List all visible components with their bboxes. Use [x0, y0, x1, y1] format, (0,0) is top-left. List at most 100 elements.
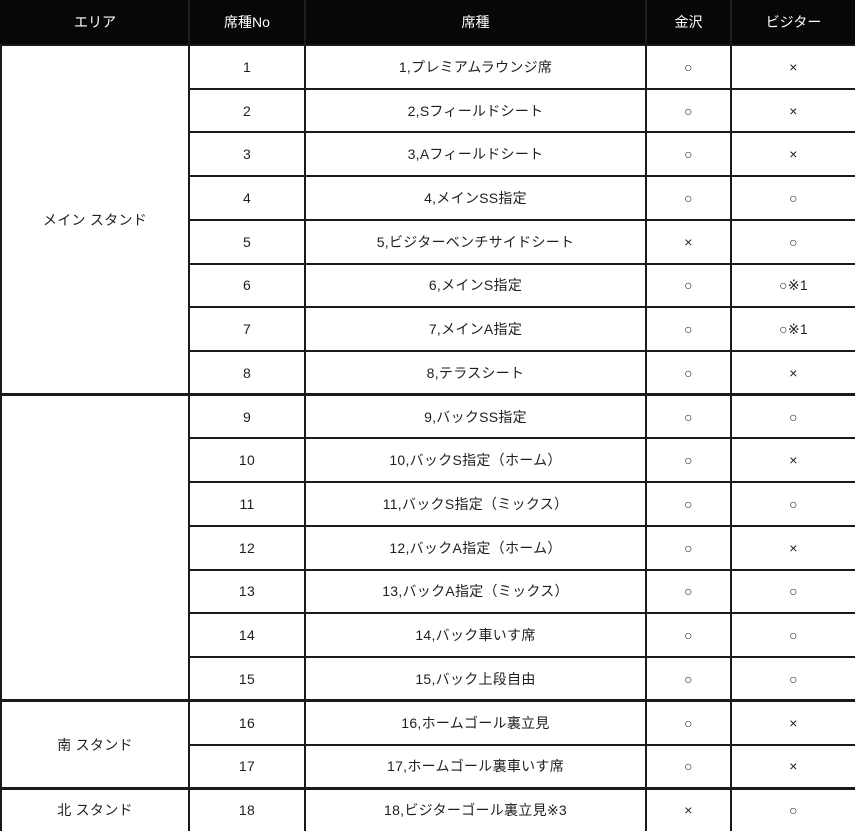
- table-row: 3 3,Aフィールドシート ○ ×: [1, 131, 855, 178]
- seat-no-cell: 13: [188, 568, 306, 615]
- kanazawa-availability-cell: ○: [645, 656, 732, 702]
- seat-name-cell: 17,ホームゴール裏車いす席: [304, 743, 647, 790]
- seat-name-cell: 16,ホームゴール裏立見: [304, 699, 647, 746]
- seat-no-cell: 10: [188, 437, 306, 484]
- table-row: 14 14,バック車いす席 ○ ○: [1, 612, 855, 659]
- seat-name-cell: 18,ビジターゴール裏立見※3: [304, 786, 647, 831]
- table-row: 10 10,バックS指定（ホーム） ○ ×: [1, 437, 855, 484]
- seat-name-cell: 12,バックA指定（ホーム）: [304, 524, 647, 571]
- table-row: 12 12,バックA指定（ホーム） ○ ×: [1, 524, 855, 571]
- kanazawa-availability-cell: ○: [645, 131, 732, 178]
- kanazawa-availability-cell: ○: [645, 262, 732, 309]
- table-row: 9 9,バックSS指定 ○ ○: [0, 393, 855, 702]
- kanazawa-availability-cell: ○: [645, 87, 732, 134]
- seat-no-cell: 15: [188, 656, 306, 702]
- visitor-availability-cell: ○: [730, 786, 855, 831]
- seat-name-cell: 6,メインS指定: [304, 262, 647, 309]
- seat-no-cell: 7: [188, 306, 306, 353]
- kanazawa-availability-cell: ○: [645, 175, 732, 221]
- kanazawa-availability-cell: ○: [645, 699, 732, 746]
- table-row: 11 11,バックS指定（ミックス） ○ ○: [1, 481, 855, 527]
- seat-no-cell: 17: [188, 743, 306, 790]
- table-row: 15 15,バック上段自由 ○ ○: [1, 656, 855, 702]
- seat-no-cell: 5: [188, 218, 306, 265]
- seat-name-cell: 3,Aフィールドシート: [304, 131, 647, 178]
- visitor-availability-cell: ×: [730, 44, 855, 90]
- column-header-area: エリア: [0, 0, 190, 46]
- seat-no-cell: 8: [188, 350, 306, 396]
- visitor-availability-cell: ○: [730, 656, 855, 702]
- table-header: エリア 席種No 席種 金沢 ビジター: [0, 0, 855, 46]
- header-row: エリア 席種No 席種 金沢 ビジター: [0, 0, 855, 46]
- column-header-visitor: ビジター: [730, 0, 855, 46]
- table-row: 北 スタンド 18 18,ビジターゴール裏立見※3 × ○: [0, 786, 855, 831]
- kanazawa-availability-cell: ○: [645, 612, 732, 659]
- seat-name-cell: 15,バック上段自由: [304, 656, 647, 702]
- seat-no-cell: 6: [188, 262, 306, 309]
- seat-name-cell: 9,バックSS指定: [304, 393, 647, 440]
- visitor-availability-cell: ×: [730, 131, 855, 178]
- kanazawa-availability-cell: ×: [645, 218, 732, 265]
- visitor-availability-cell: ○: [730, 393, 855, 440]
- column-header-seat-no: 席種No: [188, 0, 306, 46]
- kanazawa-availability-cell: ○: [645, 568, 732, 615]
- seat-name-cell: 14,バック車いす席: [304, 612, 647, 659]
- table-row: 5 5,ビジターベンチサイドシート × ○: [1, 218, 855, 265]
- seat-name-cell: 13,バックA指定（ミックス）: [304, 568, 647, 615]
- seat-no-cell: 11: [188, 481, 306, 527]
- kanazawa-availability-cell: ○: [645, 393, 732, 440]
- table-row: 2 2,Sフィールドシート ○ ×: [1, 87, 855, 134]
- seat-name-cell: 5,ビジターベンチサイドシート: [304, 218, 647, 265]
- seat-no-cell: 14: [188, 612, 306, 659]
- seat-name-cell: 4,メインSS指定: [304, 175, 647, 221]
- seat-no-cell: 18: [188, 786, 306, 831]
- table-body: メイン スタンド 1 1,プレミアムラウンジ席 ○ × 2 2,Sフィールドシート ○ × 3 3,…: [0, 44, 855, 831]
- kanazawa-availability-cell: ○: [645, 437, 732, 484]
- area-cell: 北 スタンド: [0, 786, 190, 831]
- seat-no-cell: 12: [188, 524, 306, 571]
- visitor-availability-cell: ○: [730, 218, 855, 265]
- table-row: 6 6,メインS指定 ○ ○※1: [1, 262, 855, 309]
- seat-name-cell: 10,バックS指定（ホーム）: [304, 437, 647, 484]
- table-row: 南 スタンド 16 16,ホームゴール裏立見 ○ ×: [0, 699, 855, 790]
- area-cell: [0, 393, 190, 702]
- visitor-availability-cell: ○: [730, 612, 855, 659]
- visitor-availability-cell: ×: [730, 524, 855, 571]
- visitor-availability-cell: ×: [730, 699, 855, 746]
- seat-name-cell: 2,Sフィールドシート: [304, 87, 647, 134]
- kanazawa-availability-cell: ○: [645, 524, 732, 571]
- seat-name-cell: 8,テラスシート: [304, 350, 647, 396]
- area-cell: 南 スタンド: [0, 699, 190, 790]
- visitor-availability-cell: ○※1: [730, 262, 855, 309]
- seat-no-cell: 3: [188, 131, 306, 178]
- visitor-availability-cell: ×: [730, 743, 855, 790]
- kanazawa-availability-cell: ○: [645, 481, 732, 527]
- table-row: 17 17,ホームゴール裏車いす席 ○ ×: [1, 743, 855, 790]
- visitor-availability-cell: ○: [730, 175, 855, 221]
- table-row: 13 13,バックA指定（ミックス） ○ ○: [1, 568, 855, 615]
- table-row: 7 7,メインA指定 ○ ○※1: [1, 306, 855, 353]
- table-row: 4 4,メインSS指定 ○ ○: [1, 175, 855, 221]
- visitor-availability-cell: ○: [730, 481, 855, 527]
- visitor-availability-cell: ×: [730, 437, 855, 484]
- seat-no-cell: 1: [188, 44, 306, 90]
- kanazawa-availability-cell: ○: [645, 306, 732, 353]
- seat-no-cell: 2: [188, 87, 306, 134]
- seat-no-cell: 16: [188, 699, 306, 746]
- seat-name-cell: 7,メインA指定: [304, 306, 647, 353]
- table-row: 8 8,テラスシート ○ ×: [1, 350, 855, 396]
- area-cell: メイン スタンド: [0, 44, 190, 396]
- kanazawa-availability-cell: ○: [645, 350, 732, 396]
- visitor-availability-cell: ×: [730, 87, 855, 134]
- kanazawa-availability-cell: ○: [645, 743, 732, 790]
- kanazawa-availability-cell: ×: [645, 786, 732, 831]
- seat-name-cell: 1,プレミアムラウンジ席: [304, 44, 647, 90]
- table-row: メイン スタンド 1 1,プレミアムラウンジ席 ○ ×: [0, 44, 855, 396]
- seat-name-cell: 11,バックS指定（ミックス）: [304, 481, 647, 527]
- kanazawa-availability-cell: ○: [645, 44, 732, 90]
- column-header-kanazawa: 金沢: [645, 0, 732, 46]
- seat-no-cell: 9: [188, 393, 306, 440]
- column-header-seat-name: 席種: [304, 0, 647, 46]
- visitor-availability-cell: ○: [730, 568, 855, 615]
